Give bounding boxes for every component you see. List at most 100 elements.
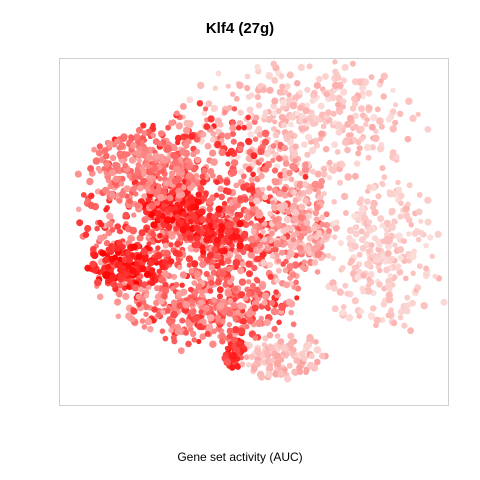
data-point <box>112 254 118 260</box>
data-point <box>168 258 175 265</box>
data-point <box>303 161 309 167</box>
data-point <box>250 283 256 289</box>
data-point <box>344 173 352 181</box>
data-point <box>319 222 325 228</box>
data-point <box>200 179 207 186</box>
data-point <box>276 258 281 263</box>
data-point <box>254 64 260 70</box>
data-point <box>423 266 429 272</box>
data-point <box>252 305 259 312</box>
data-point <box>244 214 251 221</box>
data-point <box>267 185 273 191</box>
data-point <box>180 103 187 110</box>
data-point <box>342 140 348 146</box>
data-point <box>215 314 222 321</box>
data-point <box>391 218 397 224</box>
data-point <box>314 234 320 240</box>
data-point <box>94 226 100 232</box>
data-point <box>122 163 128 169</box>
data-point <box>116 314 122 320</box>
data-point <box>136 162 142 168</box>
data-point <box>203 224 209 230</box>
data-point <box>146 285 151 290</box>
data-point <box>312 181 320 189</box>
data-point <box>303 219 310 226</box>
data-point <box>149 167 155 173</box>
data-point <box>425 219 432 226</box>
data-point <box>131 212 136 217</box>
data-point <box>283 160 290 167</box>
data-point <box>228 298 233 303</box>
data-point <box>157 176 163 182</box>
data-point <box>114 299 121 306</box>
data-point <box>199 260 207 268</box>
data-point <box>171 300 178 307</box>
data-point <box>172 159 179 166</box>
data-point <box>110 275 116 281</box>
data-point <box>91 252 98 259</box>
data-point <box>389 223 396 230</box>
data-point <box>432 274 437 279</box>
data-point <box>94 279 102 287</box>
data-point <box>271 308 278 315</box>
data-point <box>427 234 433 240</box>
data-point <box>303 370 308 375</box>
data-point <box>341 304 347 310</box>
data-point <box>298 245 303 250</box>
data-point <box>341 193 348 200</box>
data-point <box>407 327 414 334</box>
data-point <box>228 235 234 241</box>
data-point <box>255 320 263 328</box>
data-point <box>287 71 294 78</box>
data-point <box>335 121 343 129</box>
data-point <box>236 125 242 131</box>
data-point <box>234 96 240 102</box>
data-point <box>359 136 365 142</box>
data-point <box>269 231 275 237</box>
data-point <box>325 109 332 116</box>
data-point <box>274 278 280 284</box>
data-point <box>224 179 231 186</box>
data-point <box>235 234 241 240</box>
data-point <box>214 179 220 185</box>
data-point <box>227 328 234 335</box>
data-point <box>254 277 260 283</box>
data-point <box>106 247 112 253</box>
data-point <box>207 230 212 235</box>
data-point <box>205 100 212 107</box>
data-point <box>186 172 193 179</box>
data-point <box>314 82 321 89</box>
data-point <box>213 223 219 229</box>
data-point <box>372 235 378 241</box>
data-point <box>305 103 310 108</box>
data-point <box>292 143 298 149</box>
data-point <box>215 279 222 286</box>
data-point <box>398 214 404 220</box>
data-point <box>207 314 214 321</box>
data-point <box>130 142 137 149</box>
x-axis-label: Gene set activity (AUC) <box>0 450 480 464</box>
data-point <box>113 176 120 183</box>
data-point <box>206 324 213 331</box>
data-point <box>244 85 250 91</box>
data-point <box>366 184 372 190</box>
data-point <box>142 256 149 263</box>
data-point <box>116 292 122 298</box>
data-point <box>115 245 122 252</box>
data-point <box>403 205 410 212</box>
data-point <box>365 261 372 268</box>
data-point <box>168 230 174 236</box>
data-point <box>139 229 146 236</box>
data-point <box>249 185 255 191</box>
data-point <box>280 227 287 234</box>
data-point <box>176 192 182 198</box>
data-point <box>180 283 185 288</box>
data-point <box>181 185 186 190</box>
data-point <box>338 240 344 246</box>
data-point <box>271 98 278 105</box>
data-point <box>267 74 273 80</box>
data-point <box>350 61 356 67</box>
data-point <box>130 186 136 192</box>
data-point <box>292 158 297 163</box>
data-point <box>207 168 214 175</box>
